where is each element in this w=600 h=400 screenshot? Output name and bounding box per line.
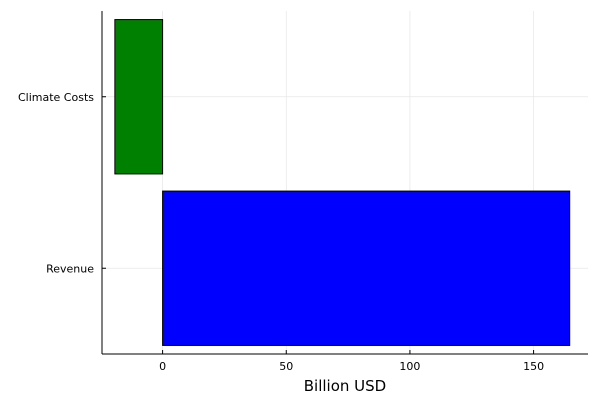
axes: [101, 11, 588, 355]
x-tick-label: 0: [159, 360, 166, 373]
bars: [114, 19, 571, 346]
bar: [162, 190, 571, 346]
bar: [114, 19, 164, 175]
x-tick-label: 150: [523, 360, 544, 373]
x-ticks: 0 50 100 150: [159, 350, 544, 373]
y-tick-label: Climate Costs: [18, 91, 94, 104]
y-tick-label: Revenue: [46, 262, 94, 275]
x-tick-label: 50: [279, 360, 293, 373]
y-ticks: Revenue Climate Costs: [18, 91, 106, 275]
x-tick-label: 100: [399, 360, 420, 373]
x-axis-title: Billion USD: [304, 377, 386, 395]
